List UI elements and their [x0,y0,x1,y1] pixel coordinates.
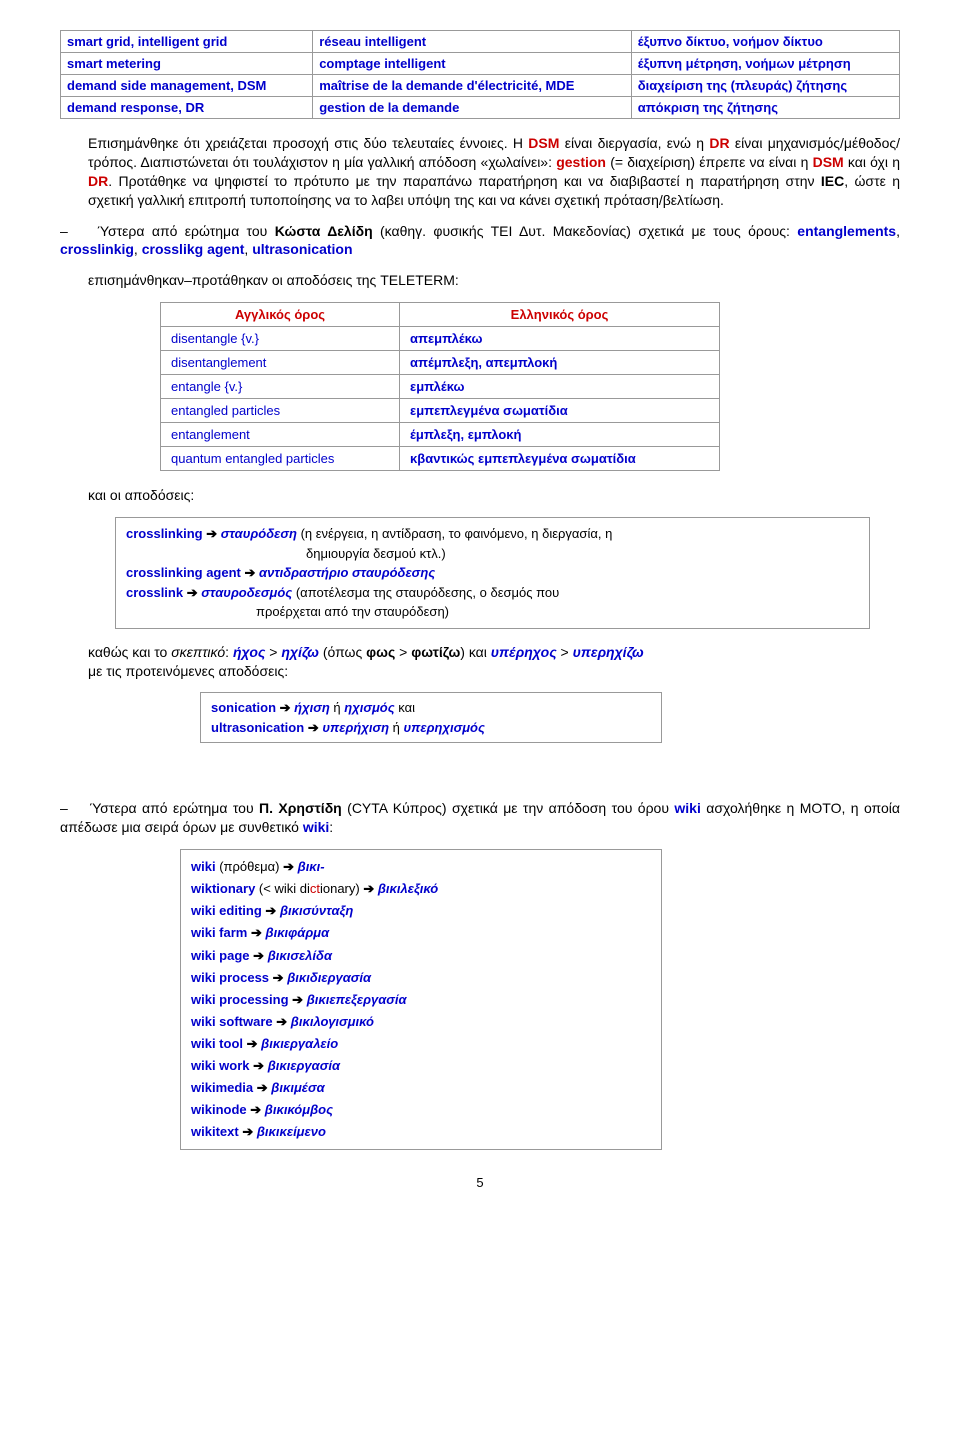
table-row: entangled particlesεμπεπλεγμένα σωματίδι… [161,399,720,423]
table-row: quantum entangled particlesκβαντικώς εμπ… [161,447,720,471]
table2-header-el: Ελληνικός όρος [400,303,720,327]
sonication-box: sonication ➔ ήχιση ή ηχισμός και ultraso… [200,692,662,743]
terminology-table-1: smart grid, intelligent gridréseau intel… [60,30,900,119]
table-row: demand side management, DSMmaîtrise de l… [61,75,900,97]
table-row: smart meteringcomptage intelligentέξυπνη… [61,53,900,75]
paragraph-5: καθώς και το σκεπτικό: ήχος > ηχίζω (όπω… [88,643,900,681]
paragraph-2: – Ύστερα από ερώτημα του Κώστα Δελίδη (κ… [60,222,900,260]
wiki-box: wiki (πρόθεμα) ➔ βικι-wiktionary (< wiki… [180,849,662,1150]
paragraph-6: – Ύστερα από ερώτημα του Π. Χρηστίδη (CY… [60,799,900,837]
page-number: 5 [60,1175,900,1190]
table-row: entangle {v.}εμπλέκω [161,375,720,399]
table-row: entanglementέμπλεξη, εμπλοκή [161,423,720,447]
table-row: smart grid, intelligent gridréseau intel… [61,31,900,53]
terminology-table-2: Αγγλικός όρος Ελληνικός όρος disentangle… [160,302,720,471]
table-row: demand response, DRgestion de la demande… [61,97,900,119]
table-row: disentangle {v.}απεμπλέκω [161,327,720,351]
crosslinking-box: crosslinking ➔ σταυρόδεση (η ενέργεια, η… [115,517,870,629]
table2-header-en: Αγγλικός όρος [161,303,400,327]
paragraph-1: Επισημάνθηκε ότι χρειάζεται προσοχή στις… [88,134,900,210]
paragraph-4: και οι αποδόσεις: [88,486,900,505]
paragraph-3: επισημάνθηκαν–προτάθηκαν οι αποδόσεις τη… [88,271,900,290]
table-row: disentanglementαπέμπλεξη, απεμπλοκή [161,351,720,375]
